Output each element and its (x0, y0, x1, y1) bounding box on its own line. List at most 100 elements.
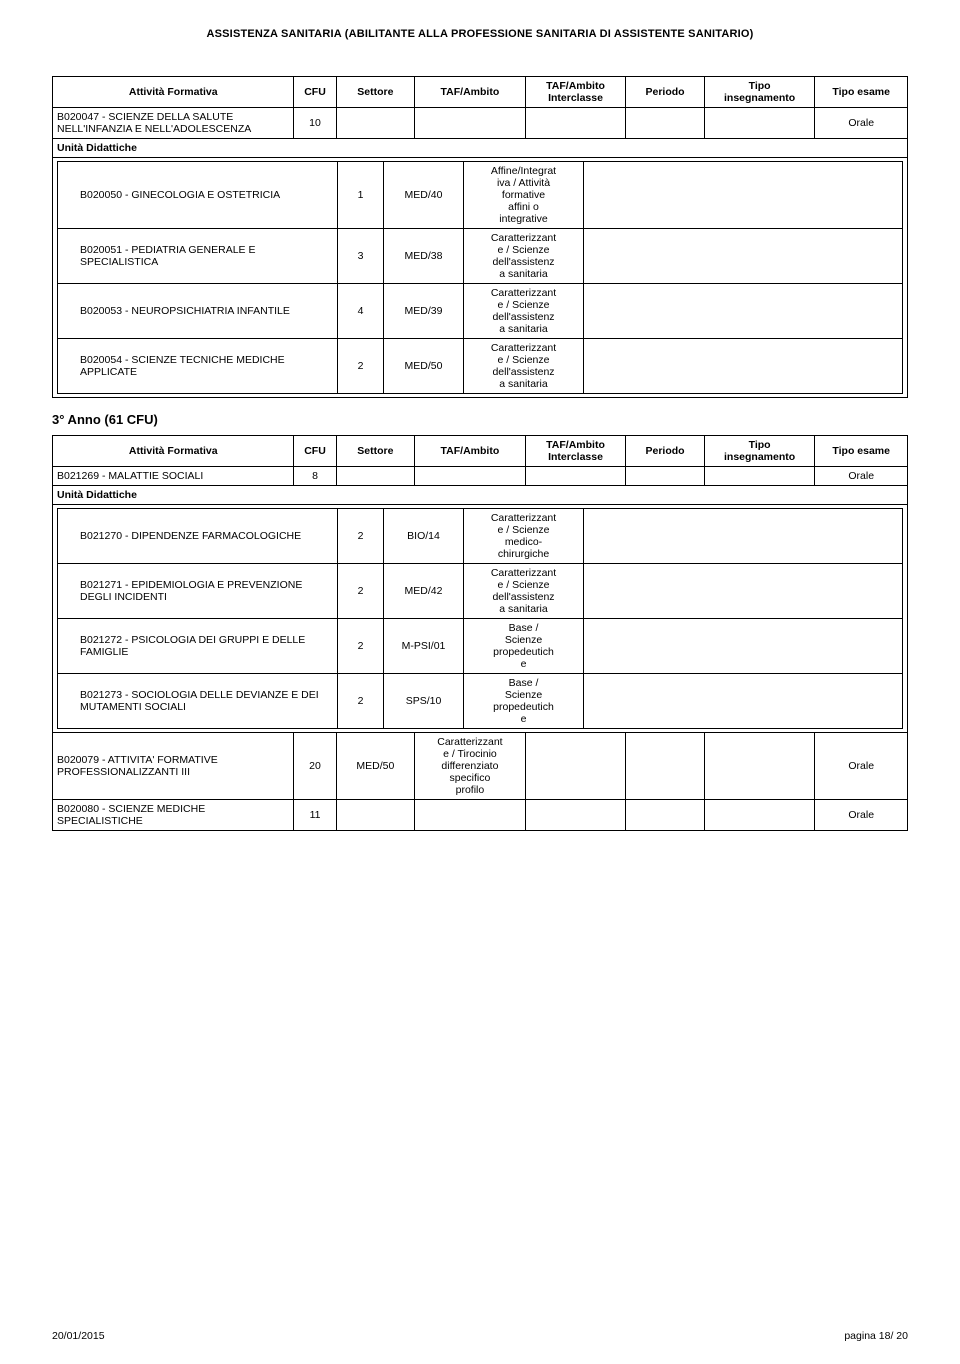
sub-table-2: B021270 - DIPENDENZE FARMACOLOGICHE2BIO/… (57, 508, 903, 729)
sub-cfu: 3 (338, 229, 384, 284)
sub-row: B020054 - SCIENZE TECNICHE MEDICHE APPLI… (58, 339, 903, 394)
sub-cfu: 2 (338, 619, 384, 674)
cell-empty (704, 467, 815, 486)
th-settore: Settore (336, 436, 414, 467)
sub-table-1: B020050 - GINECOLOGIA E OSTETRICIA1MED/4… (57, 161, 903, 394)
cell-esame: Orale (815, 108, 908, 139)
unit-label: Unità Didattiche (53, 486, 908, 505)
sub-row: B020050 - GINECOLOGIA E OSTETRICIA1MED/4… (58, 162, 903, 229)
unit-header-row: Unità Didattiche (53, 139, 908, 158)
cell-empty (704, 733, 815, 800)
cell-empty (415, 800, 526, 831)
sub-taf: Caratterizzant e / Scienze dell'assisten… (464, 229, 584, 284)
sub-taf: Caratterizzant e / Scienze dell'assisten… (464, 339, 584, 394)
sub-row: B020051 - PEDIATRIA GENERALE E SPECIALIS… (58, 229, 903, 284)
sub-name: B020053 - NEUROPSICHIATRIA INFANTILE (58, 284, 338, 339)
table-row: B021269 - MALATTIE SOCIALI 8 Orale (53, 467, 908, 486)
sub-name: B021273 - SOCIOLOGIA DELLE DEVIANZE E DE… (58, 674, 338, 729)
cell-taf: Caratterizzant e / Tirocinio differenzia… (415, 733, 526, 800)
sub-row: B021272 - PSICOLOGIA DEI GRUPPI E DELLE … (58, 619, 903, 674)
cell-empty (336, 108, 414, 139)
sub-taf: Base / Scienze propedeutich e (464, 674, 584, 729)
table-header-row: Attività Formativa CFU Settore TAF/Ambit… (53, 436, 908, 467)
sub-cfu: 2 (338, 564, 384, 619)
sub-empty (584, 284, 903, 339)
sub-row: B021273 - SOCIOLOGIA DELLE DEVIANZE E DE… (58, 674, 903, 729)
sub-name: B020051 - PEDIATRIA GENERALE E SPECIALIS… (58, 229, 338, 284)
sub-empty (584, 564, 903, 619)
cell-cfu: 20 (294, 733, 336, 800)
th-tafi: TAF/AmbitoInterclasse (525, 77, 626, 108)
table-header-row: Attività Formativa CFU Settore TAF/Ambit… (53, 77, 908, 108)
th-taf: TAF/Ambito (415, 436, 526, 467)
sub-row: B021271 - EPIDEMIOLOGIA E PREVENZIONE DE… (58, 564, 903, 619)
cell-empty (704, 800, 815, 831)
cell-empty (626, 108, 704, 139)
th-tins: Tipoinsegnamento (704, 77, 815, 108)
table-1: Attività Formativa CFU Settore TAF/Ambit… (52, 76, 908, 398)
table-row: B020047 - SCIENZE DELLA SALUTE NELL'INFA… (53, 108, 908, 139)
th-periodo: Periodo (626, 77, 704, 108)
th-tafi: TAF/AmbitoInterclasse (525, 436, 626, 467)
sub-name: B021271 - EPIDEMIOLOGIA E PREVENZIONE DE… (58, 564, 338, 619)
unit-body-row: B020050 - GINECOLOGIA E OSTETRICIA1MED/4… (53, 158, 908, 398)
th-cfu: CFU (294, 77, 336, 108)
unit-body-row: B021270 - DIPENDENZE FARMACOLOGICHE2BIO/… (53, 505, 908, 733)
table-row: B020079 - ATTIVITA' FORMATIVE PROFESSION… (53, 733, 908, 800)
sub-cfu: 2 (338, 509, 384, 564)
cell-cfu: 11 (294, 800, 336, 831)
sub-set: SPS/10 (384, 674, 464, 729)
sub-empty (584, 229, 903, 284)
th-attivita: Attività Formativa (53, 436, 294, 467)
unit-body-cell: B020050 - GINECOLOGIA E OSTETRICIA1MED/4… (53, 158, 908, 398)
cell-empty (525, 733, 626, 800)
sub-taf: Base / Scienze propedeutich e (464, 619, 584, 674)
cell-set: MED/50 (336, 733, 414, 800)
sub-taf: Affine/Integrat iva / Attività formative… (464, 162, 584, 229)
cell-name: B020080 - SCIENZE MEDICHE SPECIALISTICHE (53, 800, 294, 831)
footer: 20/01/2015 pagina 18/ 20 (52, 1330, 908, 1342)
cell-cfu: 10 (294, 108, 336, 139)
cell-empty (626, 733, 704, 800)
cell-empty (415, 108, 526, 139)
sub-empty (584, 619, 903, 674)
cell-empty (415, 467, 526, 486)
year-heading: 3° Anno (61 CFU) (52, 412, 908, 427)
sub-set: MED/50 (384, 339, 464, 394)
cell-empty (704, 108, 815, 139)
cell-empty (336, 467, 414, 486)
cell-empty (525, 800, 626, 831)
cell-empty (525, 467, 626, 486)
th-tins: Tipoinsegnamento (704, 436, 815, 467)
sub-empty (584, 339, 903, 394)
sub-set: M-PSI/01 (384, 619, 464, 674)
cell-name: B021269 - MALATTIE SOCIALI (53, 467, 294, 486)
th-taf: TAF/Ambito (415, 77, 526, 108)
cell-esame: Orale (815, 800, 908, 831)
sub-row: B020053 - NEUROPSICHIATRIA INFANTILE4MED… (58, 284, 903, 339)
sub-empty (584, 674, 903, 729)
table-row: B020080 - SCIENZE MEDICHE SPECIALISTICHE… (53, 800, 908, 831)
sub-empty (584, 509, 903, 564)
sub-set: MED/38 (384, 229, 464, 284)
cell-esame: Orale (815, 467, 908, 486)
sub-row: B021270 - DIPENDENZE FARMACOLOGICHE2BIO/… (58, 509, 903, 564)
sub-set: MED/42 (384, 564, 464, 619)
sub-cfu: 4 (338, 284, 384, 339)
cell-empty (336, 800, 414, 831)
unit-label: Unità Didattiche (53, 139, 908, 158)
unit-header-row: Unità Didattiche (53, 486, 908, 505)
doc-title: ASSISTENZA SANITARIA (ABILITANTE ALLA PR… (52, 28, 908, 40)
sub-name: B020054 - SCIENZE TECNICHE MEDICHE APPLI… (58, 339, 338, 394)
table-2: Attività Formativa CFU Settore TAF/Ambit… (52, 435, 908, 831)
unit-body-cell: B021270 - DIPENDENZE FARMACOLOGICHE2BIO/… (53, 505, 908, 733)
th-attivita: Attività Formativa (53, 77, 294, 108)
th-periodo: Periodo (626, 436, 704, 467)
sub-set: MED/40 (384, 162, 464, 229)
sub-set: BIO/14 (384, 509, 464, 564)
footer-page: pagina 18/ 20 (844, 1330, 908, 1342)
sub-name: B021270 - DIPENDENZE FARMACOLOGICHE (58, 509, 338, 564)
cell-name: B020047 - SCIENZE DELLA SALUTE NELL'INFA… (53, 108, 294, 139)
sub-taf: Caratterizzant e / Scienze dell'assisten… (464, 284, 584, 339)
sub-name: B020050 - GINECOLOGIA E OSTETRICIA (58, 162, 338, 229)
